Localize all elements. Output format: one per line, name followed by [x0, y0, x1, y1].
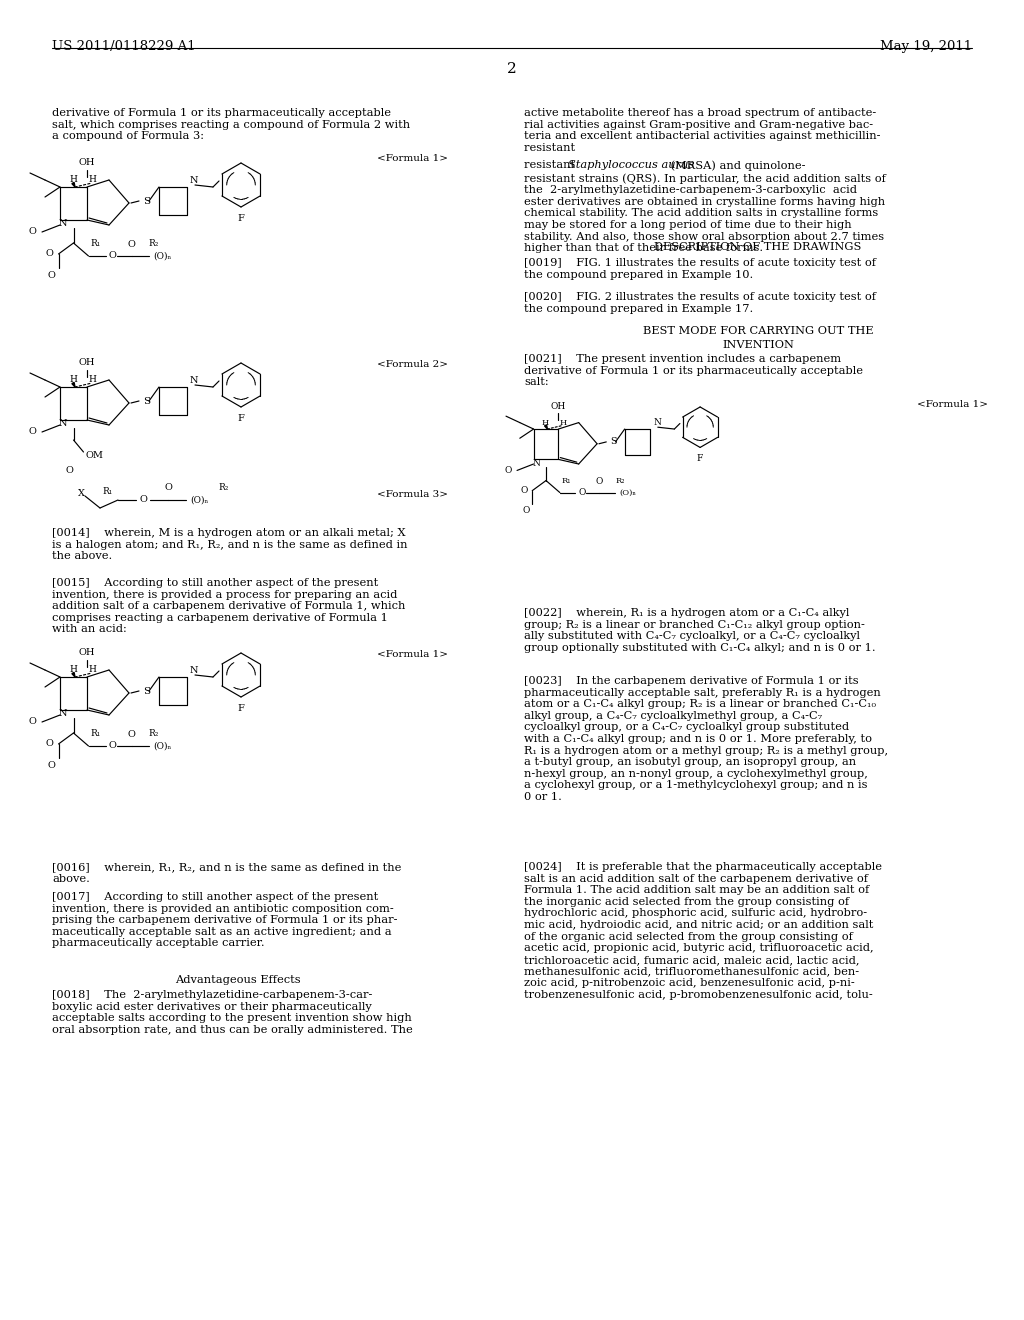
Text: (O)ₙ: (O)ₙ — [620, 488, 637, 496]
Text: O: O — [164, 483, 172, 492]
Text: Advantageous Effects: Advantageous Effects — [175, 975, 301, 985]
Text: O: O — [504, 466, 512, 475]
Text: O: O — [579, 488, 586, 498]
Text: R₁: R₁ — [90, 729, 100, 738]
Text: O: O — [28, 718, 36, 726]
Text: [0020]    FIG. 2 illustrates the results of acute toxicity test of
the compound : [0020] FIG. 2 illustrates the results of… — [524, 292, 876, 314]
Text: H: H — [88, 176, 96, 185]
Text: [0024]    It is preferable that the pharmaceutically acceptable
salt is an acid : [0024] It is preferable that the pharmac… — [524, 862, 882, 999]
Text: <Formula 3>: <Formula 3> — [377, 490, 449, 499]
Text: H: H — [559, 418, 566, 426]
Text: O: O — [128, 730, 135, 739]
Text: Staphylococcus aurus: Staphylococcus aurus — [568, 160, 694, 170]
Text: O: O — [140, 495, 147, 504]
Text: <Formula 2>: <Formula 2> — [377, 360, 449, 370]
Text: INVENTION: INVENTION — [722, 341, 794, 350]
Text: R₂: R₂ — [615, 477, 625, 486]
Text: R₁: R₁ — [90, 239, 100, 248]
Text: H: H — [69, 375, 77, 384]
Text: OH: OH — [79, 158, 95, 168]
Text: [0018]    The  2-arylmethylazetidine-carbapenem-3-car-
boxylic acid ester deriva: [0018] The 2-arylmethylazetidine-carbape… — [52, 990, 413, 1035]
Polygon shape — [72, 383, 75, 387]
Text: O: O — [522, 507, 529, 515]
Text: (O)ₙ: (O)ₙ — [190, 495, 208, 504]
Polygon shape — [72, 182, 75, 187]
Text: H: H — [69, 176, 77, 185]
Text: R₂: R₂ — [148, 239, 159, 248]
Text: O: O — [46, 739, 53, 748]
Text: O: O — [128, 240, 135, 249]
Text: O: O — [46, 249, 53, 259]
Text: [0021]    The present invention includes a carbapenem
derivative of Formula 1 or: [0021] The present invention includes a … — [524, 354, 863, 387]
Text: R₁: R₁ — [102, 487, 113, 496]
Text: R₁: R₁ — [561, 477, 571, 486]
Text: N: N — [190, 667, 199, 675]
Text: resistant: resistant — [524, 160, 579, 170]
Text: [0016]    wherein, R₁, R₂, and n is the same as defined in the
above.: [0016] wherein, R₁, R₂, and n is the sam… — [52, 862, 401, 883]
Text: US 2011/0118229 A1: US 2011/0118229 A1 — [52, 40, 196, 53]
Text: DESCRIPTION OF THE DRAWINGS: DESCRIPTION OF THE DRAWINGS — [654, 242, 861, 252]
Text: 2: 2 — [507, 62, 517, 77]
Text: O: O — [520, 486, 527, 495]
Text: [0017]    According to still another aspect of the present
invention, there is p: [0017] According to still another aspect… — [52, 892, 397, 948]
Text: OH: OH — [551, 401, 566, 411]
Text: active metabolite thereof has a broad spectrum of antibacte-
rial activities aga: active metabolite thereof has a broad sp… — [524, 108, 881, 153]
Text: F: F — [238, 214, 245, 223]
Text: May 19, 2011: May 19, 2011 — [880, 40, 972, 53]
Text: X: X — [78, 490, 85, 499]
Text: R₂: R₂ — [148, 729, 159, 738]
Text: [0022]    wherein, R₁ is a hydrogen atom or a C₁-C₄ alkyl
group; R₂ is a linear : [0022] wherein, R₁ is a hydrogen atom or… — [524, 609, 876, 653]
Text: resistant strains (QRS). In particular, the acid addition salts of
the  2-arylme: resistant strains (QRS). In particular, … — [524, 173, 886, 253]
Text: N: N — [653, 418, 662, 428]
Text: F: F — [697, 454, 703, 463]
Text: R₂: R₂ — [218, 483, 228, 492]
Text: [0019]    FIG. 1 illustrates the results of acute toxicity test of
the compound : [0019] FIG. 1 illustrates the results of… — [524, 257, 876, 280]
Text: <Formula 1>: <Formula 1> — [377, 154, 449, 162]
Text: F: F — [238, 704, 245, 713]
Text: N: N — [59, 420, 68, 429]
Text: O: O — [109, 252, 117, 260]
Text: O: O — [47, 762, 55, 770]
Text: O: O — [28, 428, 36, 437]
Text: H: H — [88, 665, 96, 675]
Text: (MRSA) and quinolone-: (MRSA) and quinolone- — [667, 160, 806, 170]
Text: N: N — [190, 376, 199, 385]
Text: OM: OM — [85, 451, 103, 461]
Text: N: N — [59, 219, 68, 228]
Text: [0014]    wherein, M is a hydrogen atom or an alkali metal; X
is a halogen atom;: [0014] wherein, M is a hydrogen atom or … — [52, 528, 408, 561]
Text: S: S — [610, 437, 616, 446]
Text: H: H — [542, 418, 549, 426]
Text: H: H — [69, 665, 77, 675]
Text: <Formula 1>: <Formula 1> — [377, 649, 449, 659]
Text: N: N — [59, 710, 68, 718]
Text: O: O — [28, 227, 36, 236]
Text: N: N — [190, 176, 199, 185]
Text: OH: OH — [79, 648, 95, 657]
Text: H: H — [88, 375, 96, 384]
Text: derivative of Formula 1 or its pharmaceutically acceptable
salt, which comprises: derivative of Formula 1 or its pharmaceu… — [52, 108, 411, 141]
Text: S: S — [143, 686, 151, 696]
Text: [0023]    In the carbapenem derivative of Formula 1 or its
pharmaceutically acce: [0023] In the carbapenem derivative of F… — [524, 676, 888, 803]
Text: O: O — [109, 742, 117, 751]
Text: [0015]    According to still another aspect of the present
invention, there is p: [0015] According to still another aspect… — [52, 578, 406, 635]
Text: BEST MODE FOR CARRYING OUT THE: BEST MODE FOR CARRYING OUT THE — [643, 326, 873, 337]
Text: N: N — [532, 458, 541, 467]
Text: (O)ₙ: (O)ₙ — [154, 742, 172, 751]
Text: (O)ₙ: (O)ₙ — [154, 252, 172, 260]
Text: <Formula 1>: <Formula 1> — [918, 400, 988, 409]
Polygon shape — [72, 672, 75, 677]
Text: F: F — [238, 414, 245, 422]
Polygon shape — [545, 425, 548, 429]
Text: OH: OH — [79, 358, 95, 367]
Text: S: S — [143, 396, 151, 405]
Text: O: O — [47, 271, 55, 280]
Text: S: S — [143, 197, 151, 206]
Text: O: O — [596, 477, 603, 486]
Text: O: O — [66, 466, 74, 475]
